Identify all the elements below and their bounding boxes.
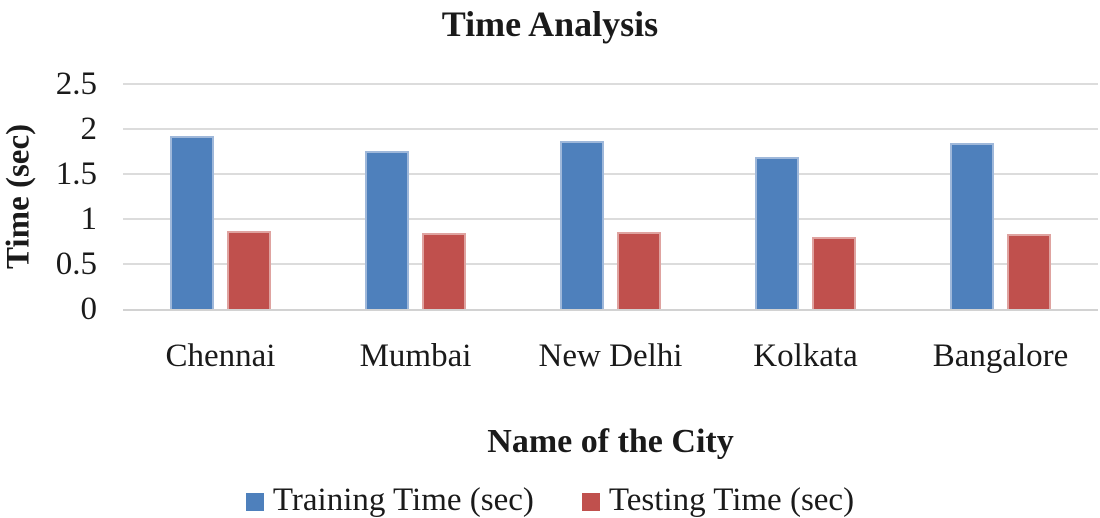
bar-training-mumbai <box>365 150 409 309</box>
bar-group-kolkata <box>708 84 903 309</box>
legend-item-training: Training Time (sec) <box>245 481 534 518</box>
x-axis-line <box>123 309 1098 311</box>
bar-testing-kolkata <box>812 237 856 309</box>
gridline <box>123 128 1098 130</box>
y-tick-label: 1.5 <box>55 156 97 192</box>
plot-area <box>123 83 1098 311</box>
legend-label: Testing Time (sec) <box>608 482 855 518</box>
bar-testing-chennai <box>227 230 271 309</box>
legend-swatch-training <box>245 493 264 511</box>
legend-item-testing: Testing Time (sec) <box>581 481 855 518</box>
x-axis-tick-labels: Chennai Mumbai New Delhi Kolkata Bangalore <box>123 336 1098 376</box>
bar-group-mumbai <box>318 84 513 309</box>
x-tick-label-mumbai: Mumbai <box>359 338 472 374</box>
x-tick-label-chennai: Chennai <box>165 338 276 374</box>
gridline <box>123 83 1098 85</box>
x-tick-label-new-delhi: New Delhi <box>538 338 683 374</box>
y-tick-label: 1 <box>80 201 98 237</box>
bar-training-new-delhi <box>560 140 604 309</box>
gridline <box>123 173 1098 175</box>
bars-row <box>123 84 1098 309</box>
bar-group-chennai <box>123 84 318 309</box>
bar-testing-mumbai <box>422 233 466 309</box>
bar-testing-new-delhi <box>617 231 661 309</box>
legend-label: Training Time (sec) <box>272 482 534 518</box>
bar-training-bangalore <box>950 143 994 309</box>
bar-group-new-delhi <box>513 84 708 309</box>
bar-group-bangalore <box>903 84 1098 309</box>
chart-title: Time Analysis <box>441 4 659 44</box>
bar-testing-bangalore <box>1007 234 1051 309</box>
x-tick-label-bangalore: Bangalore <box>932 338 1069 374</box>
y-tick-label: 2 <box>80 111 98 147</box>
bar-training-kolkata <box>755 156 799 309</box>
y-tick-label: 2.5 <box>55 66 97 102</box>
gridline <box>123 263 1098 265</box>
x-axis-title: Name of the City <box>487 423 734 460</box>
y-tick-label: 0 <box>80 291 98 327</box>
y-axis-tick-labels: 0 0.5 1 1.5 2 2.5 <box>0 67 98 326</box>
y-tick-label: 0.5 <box>55 246 97 282</box>
legend-swatch-testing <box>581 493 600 511</box>
legend: Training Time (sec) Testing Time (sec) <box>0 481 1100 518</box>
gridline <box>123 218 1098 220</box>
x-tick-label-kolkata: Kolkata <box>753 338 858 374</box>
bar-training-chennai <box>170 136 214 309</box>
